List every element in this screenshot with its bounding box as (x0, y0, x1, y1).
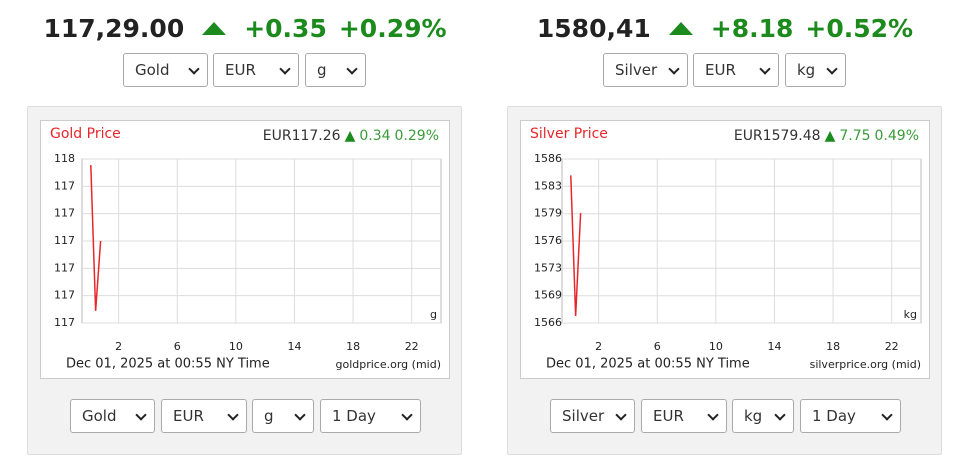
select[interactable]: EUR (213, 53, 299, 87)
x-tick-label: 2 (595, 340, 602, 353)
select[interactable]: g (305, 53, 366, 87)
x-tick-label: 14 (767, 340, 781, 353)
chart-price: EUR1579.48 ▲ 7.75 0.49% (734, 128, 919, 144)
x-tick-label: 18 (346, 340, 360, 353)
y-tick-label: 1569 (534, 289, 562, 302)
chart: Silver Price EUR1579.48 ▲ 7.75 0.49% 1566 1569… (530, 126, 922, 372)
change: 0.34 (359, 128, 390, 144)
price-line (90, 165, 102, 311)
y-tick-label: 117 (54, 207, 75, 220)
unit-label: kg (904, 308, 917, 321)
change: +8.18 (710, 14, 794, 43)
y-tick-label: 117 (54, 316, 75, 329)
price: 117,29.00 (43, 14, 185, 43)
y-tick-label: 1579 (534, 207, 562, 220)
chart-price: EUR117.26 ▲ 0.34 0.29% (263, 128, 439, 144)
source: silverprice.org (mid) (810, 358, 921, 371)
select[interactable]: EUR (161, 399, 247, 433)
change: +0.35 (244, 14, 327, 43)
select[interactable]: Gold (123, 53, 208, 87)
select[interactable]: 1 Day (800, 399, 901, 433)
source: goldprice.org (mid) (336, 358, 442, 371)
price: EUR1579.48 (734, 128, 821, 144)
timestamp: Dec 01, 2025 at 00:55 NY Time (66, 357, 270, 372)
widget: 117,29.00 +0.35 +0.29% Gold EUR g Gold EUR g 1 Da… (0, 0, 462, 476)
change-pct: +0.29% (338, 14, 447, 43)
up-arrow (668, 22, 693, 35)
select[interactable]: 1 Day (320, 399, 421, 433)
y-tick-label: 1573 (534, 261, 562, 274)
select[interactable]: EUR (641, 399, 727, 433)
change: 7.75 (839, 128, 870, 144)
x-tick-label: 10 (709, 340, 723, 353)
select[interactable]: kg (785, 53, 846, 87)
chart-title: Silver Price (530, 126, 608, 142)
y-tick-label: 1586 (534, 152, 562, 165)
chart-title: Gold Price (50, 126, 121, 142)
select[interactable]: kg (732, 399, 794, 433)
x-tick-label: 14 (287, 340, 301, 353)
price: EUR117.26 (263, 128, 341, 144)
select[interactable]: Silver (550, 399, 635, 433)
select[interactable]: EUR (693, 53, 779, 87)
y-tick-label: 1583 (534, 179, 562, 192)
chart-box: Silver Price EUR1579.48 ▲ 7.75 0.49% 1566 1569… (520, 120, 930, 379)
x-tick-label: 18 (826, 340, 840, 353)
up-arrow: ▲ (345, 128, 356, 144)
change-pct: 0.29% (395, 128, 439, 144)
x-tick-label: 2 (115, 340, 122, 353)
y-tick-label: 117 (54, 289, 75, 302)
change-pct: +0.52% (805, 14, 914, 43)
chart: Gold Price EUR117.26 ▲ 0.34 0.29% 117 117 117 11… (50, 126, 442, 372)
select[interactable]: g (252, 399, 314, 433)
x-tick-label: 6 (654, 340, 661, 353)
x-tick-label: 6 (174, 340, 181, 353)
y-tick-label: 117 (54, 234, 75, 247)
up-arrow: ▲ (825, 128, 836, 144)
chart-panel: Gold EUR g 1 Day Gold Price EUR117.26 ▲ 0.34 0.2… (27, 106, 462, 455)
price-line (570, 175, 582, 317)
x-tick-label: 10 (229, 340, 243, 353)
price-header: 1580,41 +8.18 +0.52% (480, 14, 961, 43)
select[interactable]: Silver (603, 53, 688, 87)
y-tick-label: 1576 (534, 234, 562, 247)
select[interactable]: Gold (70, 399, 155, 433)
x-tick-label: 22 (885, 340, 899, 353)
change-pct: 0.49% (875, 128, 919, 144)
y-tick-label: 117 (54, 261, 75, 274)
price: 1580,41 (536, 14, 651, 43)
y-tick-label: 118 (54, 152, 75, 165)
chart-box: Gold Price EUR117.26 ▲ 0.34 0.29% 117 117 117 11… (40, 120, 450, 379)
timestamp: Dec 01, 2025 at 00:55 NY Time (546, 357, 750, 372)
price-header: 117,29.00 +0.35 +0.29% (0, 14, 490, 43)
y-tick-label: 117 (54, 179, 75, 192)
y-tick-label: 1566 (534, 316, 562, 329)
x-tick-label: 22 (405, 340, 419, 353)
up-arrow (202, 22, 227, 35)
unit-label: g (430, 308, 437, 321)
chart-panel: Silver EUR kg 1 Day Silver Price EUR1579.48 ▲ 7… (507, 106, 942, 455)
widget: 1580,41 +8.18 +0.52% Silver EUR kg Silver EUR kg… (480, 0, 942, 476)
